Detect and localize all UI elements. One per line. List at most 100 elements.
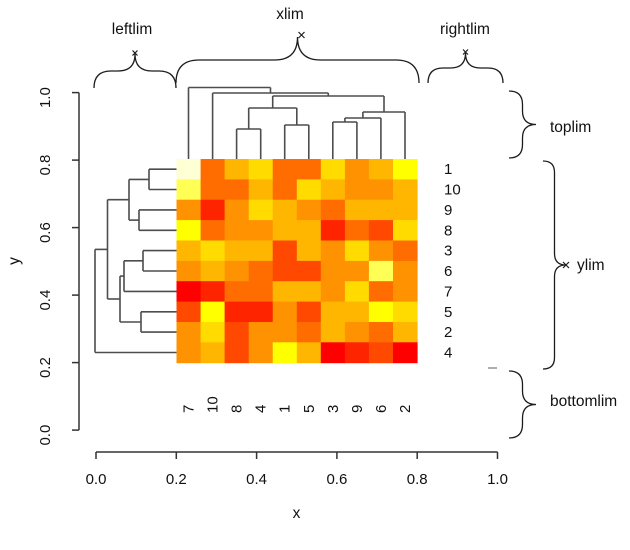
heatmap-cell[interactable] [296, 240, 322, 262]
heatmap-cell[interactable] [176, 220, 202, 241]
heatmap-cell[interactable] [344, 240, 370, 262]
heatmap-cell[interactable] [344, 179, 370, 201]
heatmap-cell[interactable] [296, 159, 322, 180]
heatmap-cell[interactable] [224, 342, 250, 364]
heatmap-cell[interactable] [296, 322, 322, 343]
heatmap-cell[interactable] [272, 179, 298, 201]
heatmap-cell[interactable] [272, 342, 298, 364]
heatmap-cell[interactable] [176, 199, 202, 221]
heatmap-cell[interactable] [224, 301, 250, 323]
heatmap-cell[interactable] [248, 199, 274, 221]
heatmap-cell[interactable] [296, 342, 322, 364]
heatmap-cell[interactable] [200, 179, 226, 201]
heatmap-cell[interactable] [200, 240, 226, 262]
heatmap-cell[interactable] [393, 240, 418, 262]
heatmap-cell[interactable] [176, 240, 202, 262]
heatmap-cell[interactable] [176, 179, 202, 201]
heatmap-cell[interactable] [368, 159, 394, 180]
heatmap-cell[interactable] [344, 199, 370, 221]
heatmap-cell[interactable] [296, 301, 322, 323]
heatmap-cell[interactable] [344, 159, 370, 180]
heatmap-cell[interactable] [296, 220, 322, 241]
heatmap-cell[interactable] [368, 301, 394, 323]
heatmap-cell[interactable] [272, 159, 298, 180]
heatmap-cell[interactable] [176, 260, 202, 282]
heatmap-cell[interactable] [272, 281, 298, 303]
heatmap-cell[interactable] [224, 220, 250, 241]
heatmap-cell[interactable] [368, 322, 394, 343]
heatmap-cell[interactable] [320, 159, 346, 180]
heatmap-cell[interactable] [393, 281, 418, 303]
heatmap-cell[interactable] [320, 240, 346, 262]
heatmap-cell[interactable] [320, 260, 346, 282]
heatmap-cell[interactable] [320, 281, 346, 303]
heatmap-cell[interactable] [368, 281, 394, 303]
heatmap-cell[interactable] [176, 301, 202, 323]
heatmap-cell[interactable] [224, 240, 250, 262]
heatmap-cell[interactable] [393, 342, 418, 364]
heatmap-cell[interactable] [248, 159, 274, 180]
heatmap-cell[interactable] [296, 199, 322, 221]
heatmap-cell[interactable] [393, 322, 418, 343]
heatmap-cell[interactable] [393, 199, 418, 221]
heatmap-cell[interactable] [272, 301, 298, 323]
heatmap-cell[interactable] [320, 342, 346, 364]
heatmap-cell[interactable] [296, 179, 322, 201]
heatmap-cell[interactable] [320, 179, 346, 201]
heatmap-cell[interactable] [320, 301, 346, 323]
heatmap-cell[interactable] [344, 260, 370, 282]
heatmap-cell[interactable] [344, 301, 370, 323]
heatmap-cell[interactable] [393, 260, 418, 282]
heatmap-cell[interactable] [224, 179, 250, 201]
heatmap-cell[interactable] [176, 342, 202, 364]
heatmap-cell[interactable] [248, 281, 274, 303]
heatmap-cell[interactable] [393, 179, 418, 201]
heatmap-cell[interactable] [200, 322, 226, 343]
heatmap-cell[interactable] [272, 220, 298, 241]
heatmap-cell[interactable] [368, 220, 394, 241]
heatmap-cell[interactable] [272, 322, 298, 343]
heatmap-cell[interactable] [368, 260, 394, 282]
heatmap-cell[interactable] [200, 199, 226, 221]
heatmap-cell[interactable] [296, 281, 322, 303]
heatmap-cell[interactable] [320, 220, 346, 241]
heatmap-cell[interactable] [344, 281, 370, 303]
heatmap-cell[interactable] [248, 322, 274, 343]
heatmap-cell[interactable] [224, 281, 250, 303]
heatmap-cell[interactable] [224, 159, 250, 180]
heatmap-cell[interactable] [200, 301, 226, 323]
heatmap-cell[interactable] [200, 281, 226, 303]
heatmap-cell[interactable] [272, 199, 298, 221]
heatmap-cell[interactable] [248, 240, 274, 262]
heatmap-cell[interactable] [320, 199, 346, 221]
heatmap-cell[interactable] [320, 322, 346, 343]
heatmap-cell[interactable] [224, 199, 250, 221]
heatmap-cell[interactable] [176, 159, 202, 180]
heatmap-cell[interactable] [200, 159, 226, 180]
heatmap-cell[interactable] [344, 220, 370, 241]
heatmap-cell[interactable] [393, 301, 418, 323]
heatmap-cell[interactable] [176, 322, 202, 343]
heatmap-cell[interactable] [200, 260, 226, 282]
heatmap-cell[interactable] [224, 322, 250, 343]
heatmap-cell[interactable] [344, 322, 370, 343]
heatmap-cell[interactable] [272, 240, 298, 262]
heatmap-cell[interactable] [200, 342, 226, 364]
heatmap-cell[interactable] [248, 301, 274, 323]
heatmap-cell[interactable] [248, 179, 274, 201]
heatmap-cell[interactable] [248, 220, 274, 241]
heatmap-cell[interactable] [248, 342, 274, 364]
heatmap-cell[interactable] [296, 260, 322, 282]
heatmap-cell[interactable] [368, 342, 394, 364]
heatmap-cell[interactable] [368, 199, 394, 221]
heatmap-cell[interactable] [224, 260, 250, 282]
heatmap-cell[interactable] [200, 220, 226, 241]
heatmap-cell[interactable] [344, 342, 370, 364]
heatmap-cell[interactable] [368, 179, 394, 201]
heatmap-cell[interactable] [176, 281, 202, 303]
heatmap-cell[interactable] [248, 260, 274, 282]
heatmap-cell[interactable] [272, 260, 298, 282]
heatmap-cell[interactable] [368, 240, 394, 262]
heatmap-cell[interactable] [393, 220, 418, 241]
heatmap-cell[interactable] [393, 159, 418, 180]
